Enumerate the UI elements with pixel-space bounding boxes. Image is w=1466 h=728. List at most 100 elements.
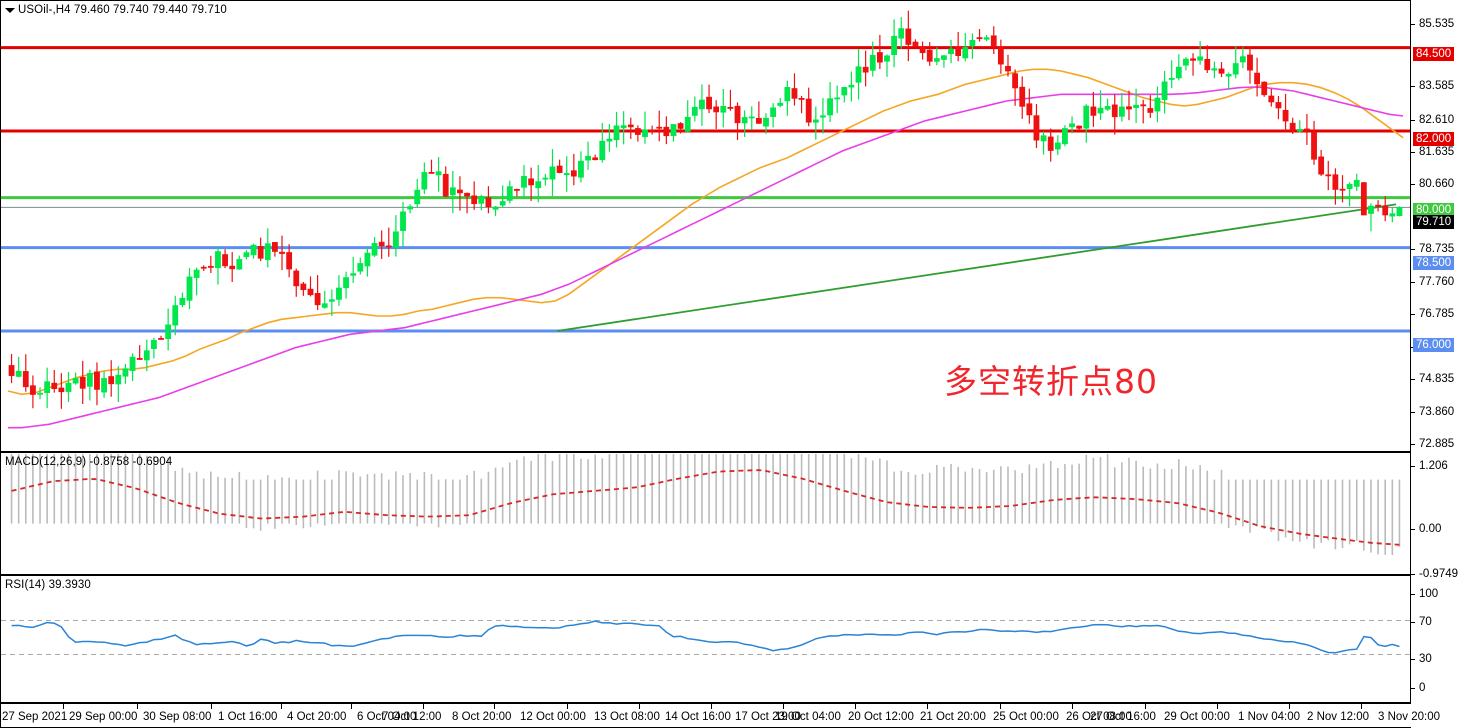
time-axis-label: 1 Oct 16:00 [218, 711, 278, 723]
indicator-tick-mark [1411, 574, 1415, 575]
price-tick-mark [1411, 412, 1415, 413]
time-axis-label: 7 Oct 12:00 [382, 711, 442, 723]
time-axis-label: 20 Oct 12:00 [848, 711, 914, 723]
price-tick-label: 80.660 [1419, 178, 1455, 190]
scale-separator [1410, 0, 1411, 703]
time-axis-label: 14 Oct 16:00 [665, 711, 731, 723]
price-tick-mark [1411, 314, 1415, 315]
price-tick-mark [1411, 86, 1415, 87]
macd-indicator-label: MACD(12,26,9) -0.8758 -0.6904 [5, 456, 173, 468]
price-level-tag: 80.000 [1413, 203, 1455, 217]
price-level-tag: 79.710 [1413, 215, 1455, 229]
time-tick-mark [1361, 704, 1362, 709]
price-tick-mark [1411, 184, 1415, 185]
price-tick-mark [1411, 24, 1415, 25]
time-tick-mark [137, 704, 138, 709]
time-tick-mark [1289, 704, 1290, 709]
time-axis-label: 27 Sep 2021 [2, 711, 68, 723]
indicator-tick-label: 30 [1419, 653, 1432, 665]
rsi-indicator-label: RSI(14) 39.3930 [5, 579, 91, 591]
macd-signal-line [11, 469, 1400, 546]
price-tick-label: 83.585 [1419, 80, 1455, 92]
chart-annotation-text: 多空转折点80 [944, 362, 1158, 401]
indicator-tick-label: 70 [1419, 616, 1432, 628]
time-axis-label: 25 Oct 00:00 [993, 711, 1059, 723]
indicator-tick-label: -0.9749 [1419, 568, 1459, 580]
time-axis-label: 29 Oct 00:00 [1164, 711, 1230, 723]
indicator-tick-label: 1.206 [1419, 460, 1448, 472]
trendline[interactable] [556, 203, 1397, 332]
indicator-tick-mark [1411, 529, 1415, 530]
macd-histogram [10, 454, 1401, 556]
indicator-tick-label: 0 [1419, 682, 1426, 694]
time-axis-label: 19 Oct 04:00 [775, 711, 841, 723]
rsi-svg [1, 620, 1410, 655]
indicator-tick-mark [1411, 622, 1415, 623]
price-level-tag: 84.500 [1413, 47, 1455, 61]
time-axis-label: 17 Oct 23:00 [735, 711, 801, 723]
indicator-tick-label: 100 [1419, 588, 1439, 600]
time-tick-mark [855, 704, 856, 709]
price-tick-label: 73.860 [1419, 406, 1455, 418]
price-level-tag: 82.000 [1413, 132, 1455, 146]
time-tick-mark [783, 704, 784, 709]
time-tick-mark [567, 704, 568, 709]
price-level-tag: 78.500 [1413, 256, 1455, 270]
time-tick-mark [494, 704, 495, 709]
time-tick-mark [639, 704, 640, 709]
price-tick-mark [1411, 249, 1415, 250]
time-axis-label: 4 Oct 20:00 [287, 711, 347, 723]
price-tick-mark [1411, 120, 1415, 121]
price-tick-label: 85.535 [1419, 18, 1455, 30]
time-axis-label: 27 Oct 16:00 [1090, 711, 1156, 723]
time-tick-mark [1145, 704, 1146, 709]
price-tick-mark [1411, 444, 1415, 445]
indicator-tick-mark [1411, 659, 1415, 660]
rsi-level-lines [1, 620, 1410, 655]
price-tick-label: 81.635 [1419, 146, 1455, 158]
macd-plot[interactable] [1, 454, 1410, 574]
time-tick-mark [351, 704, 352, 709]
time-tick-mark [1217, 704, 1218, 709]
price-level-lines[interactable] [1, 46, 1410, 333]
time-axis-label: 30 Sep 08:00 [143, 711, 212, 723]
macd-svg [10, 454, 1401, 556]
time-axis-label: 29 Sep 00:00 [69, 711, 138, 723]
time-axis-label: 21 Oct 20:00 [920, 711, 986, 723]
time-axis-label: 12 Oct 00:00 [520, 711, 586, 723]
symbol-ohlc-label: USOil-,H4 79.460 79.740 79.440 79.710 [18, 4, 227, 16]
price-tick-label: 78.735 [1419, 243, 1455, 255]
price-tick-label: 72.885 [1419, 438, 1455, 450]
time-axis-label: 8 Oct 20:00 [452, 711, 512, 723]
time-axis-label: 26 Oct 08:00 [1066, 711, 1132, 723]
rsi-plot[interactable] [1, 577, 1410, 702]
price-tick-label: 82.610 [1419, 114, 1455, 126]
price-tick-mark [1411, 379, 1415, 380]
time-axis-label: 2 Nov 12:00 [1307, 711, 1370, 723]
time-tick-mark [281, 704, 282, 709]
time-tick-mark [1000, 704, 1001, 709]
time-axis-label: 6 Oct 04:00 [357, 711, 417, 723]
chevron-down-icon[interactable] [5, 8, 15, 13]
time-axis-label: 13 Oct 08:00 [594, 711, 660, 723]
time-tick-mark [711, 704, 712, 709]
price-tick-label: 74.835 [1419, 373, 1455, 385]
indicator-tick-mark [1411, 466, 1415, 467]
time-axis[interactable]: 27 Sep 2021 29 Sep 00:00 30 Sep 08:00 1 Oct… [0, 703, 1466, 728]
price-chart-svg [1, 10, 1410, 429]
price-tick-mark [1411, 282, 1415, 283]
price-level-tag: 76.000 [1413, 338, 1455, 352]
time-tick-mark [1072, 704, 1073, 709]
indicator-tick-label: 0.00 [1419, 523, 1442, 535]
time-tick-mark [211, 704, 212, 709]
price-chart-plot[interactable] [1, 1, 1410, 451]
price-tick-label: 77.760 [1419, 276, 1455, 288]
moving-average-lines [7, 68, 1404, 429]
indicator-tick-mark [1411, 688, 1415, 689]
price-scale[interactable]: 85.535 83.585 82.610 81.635 80.660 78.735 77.7… [1411, 0, 1466, 728]
time-axis-label: 3 Nov 20:00 [1378, 711, 1441, 723]
candlestick-series [8, 10, 1403, 409]
time-tick-mark [423, 704, 424, 709]
time-tick-mark [927, 704, 928, 709]
